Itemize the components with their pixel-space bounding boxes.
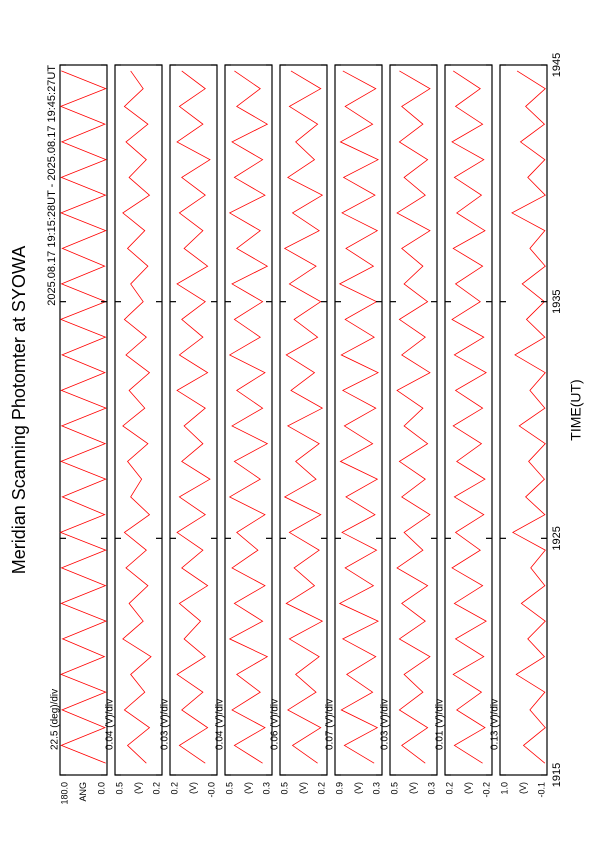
scale-label: 0.03 (V)/div [380,699,391,750]
chart-subtitle: 2025.08.17 19:15:28UT - 2025.08.17 19:45… [46,65,58,306]
data-line [176,70,211,764]
panel-frame [444,64,493,776]
panel-frame [59,64,108,776]
data-line [338,70,379,764]
y-tick-label: 0.2 [316,782,326,795]
scale-label: 0.04 (V)/div [105,699,116,750]
y-tick-label: 0.9 [334,782,344,795]
y-tick-label: 0.3 [261,782,271,795]
y-axis-label: (V) [408,782,418,794]
scale-label: 0.03 (V)/div [160,699,171,750]
y-tick-label: 0.3 [426,782,436,795]
y-tick-label: 0.5 [114,782,124,795]
y-axis-label: (V) [188,782,198,794]
y-axis-label: (V) [463,782,473,794]
x-tick-label: 1925 [551,526,563,550]
data-line [451,70,487,764]
panel-frame [334,64,383,776]
data-line [396,70,431,764]
y-tick-label: 0.2 [151,782,161,795]
y-tick-label: 0.3 [371,782,381,795]
y-tick-label: 0.0 [96,782,106,795]
y-tick-label: 0.2 [444,782,454,795]
x-axis-label: TIME(UT) [568,379,584,440]
scale-label: 0.06 (V)/div [270,699,281,750]
x-tick-label: 1945 [551,53,563,77]
y-axis-label: (V) [518,782,528,794]
scale-label: 22.5 (deg)/div [50,689,61,750]
data-line [59,70,108,764]
y-tick-label: -0.0 [206,782,216,798]
scale-label: 0.13 (V)/div [490,699,501,750]
rotated-plot: Meridian Scanning Photomter at SYOWA 202… [9,53,584,805]
data-line [283,70,324,764]
data-line [122,70,152,764]
y-tick-label: 180.0 [59,782,69,805]
x-tick-label: 1915 [551,763,563,787]
panel-frame [499,64,548,776]
panel-frame [389,64,438,776]
x-tick-label: 1935 [551,289,563,313]
y-tick-label: 0.5 [279,782,289,795]
y-tick-label: 0.5 [389,782,399,795]
y-axis-label: ANG [78,782,88,802]
y-axis-label: (V) [243,782,253,794]
panel-frame [169,64,218,776]
scale-label: 0.04 (V)/div [215,699,226,750]
y-tick-label: 0.5 [224,782,234,795]
panel-frame [114,64,163,776]
y-axis-label: (V) [353,782,363,794]
scale-label: 0.07 (V)/div [325,699,336,750]
scale-label: 0.01 (V)/div [435,699,446,750]
data-line [228,70,269,764]
panel-frame [279,64,328,776]
y-tick-label: -0.1 [536,782,546,798]
panel-frame [224,64,273,776]
y-tick-label: 1.0 [499,782,509,795]
y-axis-label: (V) [298,782,308,794]
data-line [511,70,546,764]
y-tick-label: -0.2 [481,782,491,798]
y-tick-label: 0.2 [169,782,179,795]
chart-title: Meridian Scanning Photomter at SYOWA [9,246,29,574]
y-axis-label: (V) [133,782,143,794]
